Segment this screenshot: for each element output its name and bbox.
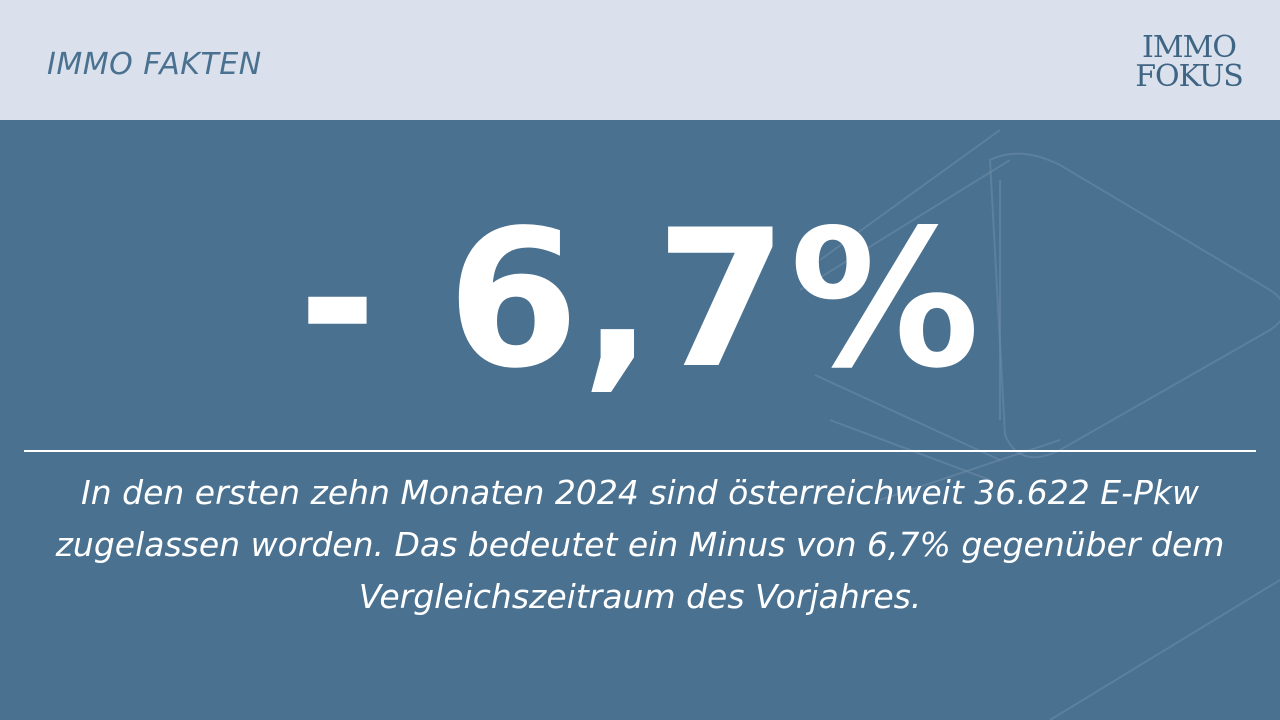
divider-line (24, 450, 1256, 452)
logo-line-2: FOKUS (1135, 59, 1244, 94)
logo-line-1: IMMO (1142, 30, 1237, 65)
immo-fokus-logo: IMMO FOKUS (1128, 30, 1250, 94)
section-label: IMMO FAKTEN (47, 47, 262, 82)
header-bar: IMMO FAKTEN IMMO FOKUS (0, 0, 1280, 120)
description-text: In den ersten zehn Monaten 2024 sind öst… (55, 473, 1225, 616)
headline-percentage: - 6,7% (298, 189, 982, 410)
